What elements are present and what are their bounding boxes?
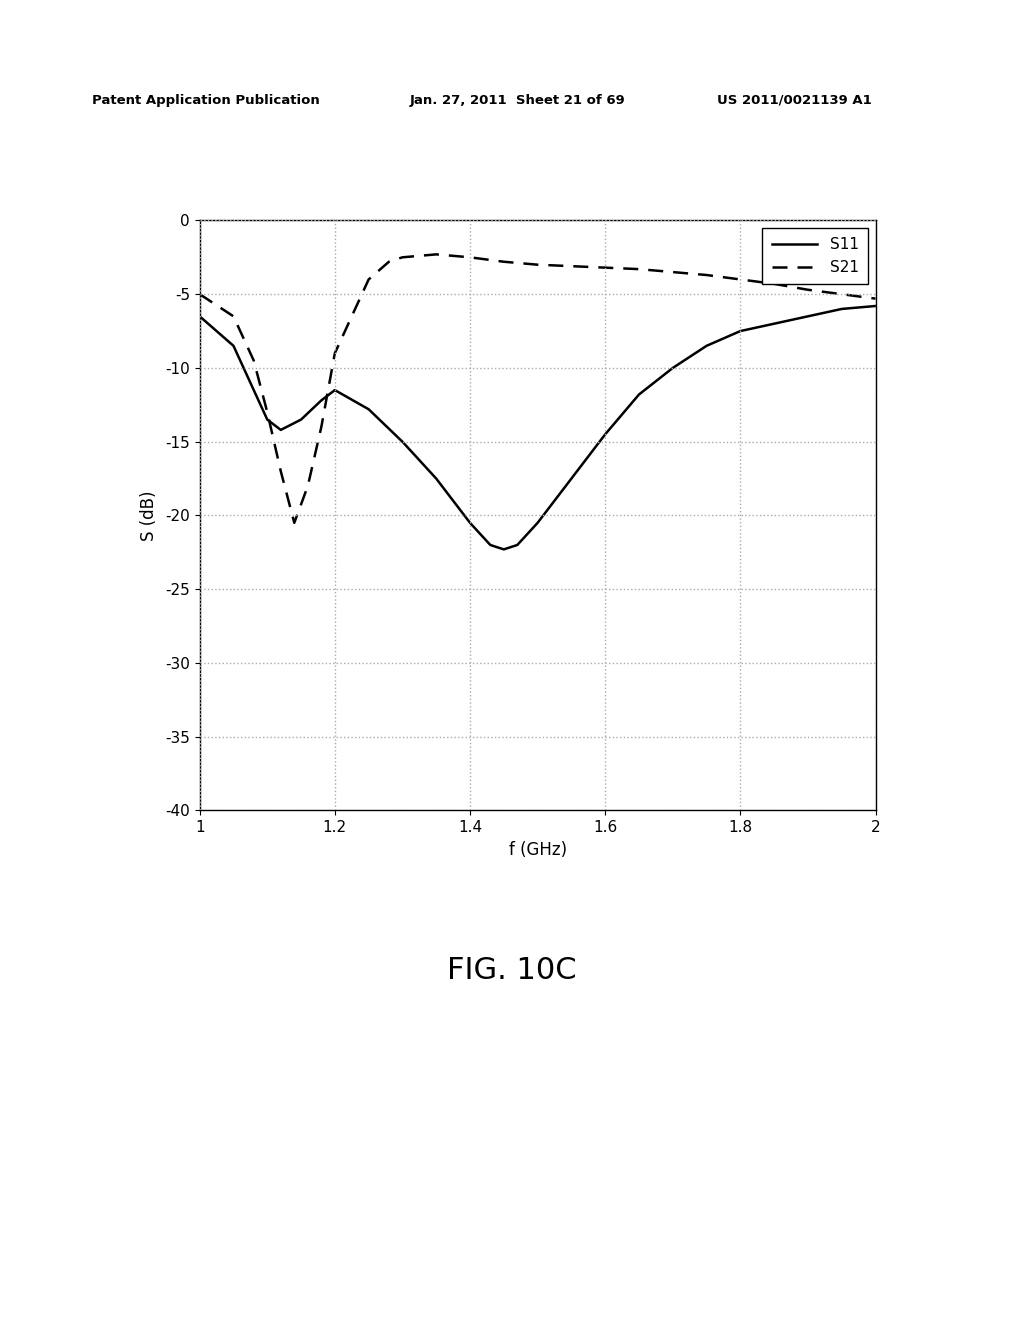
S11 [362, 401, 375, 417]
S11 [484, 537, 497, 553]
S11 [768, 315, 780, 331]
S21 [734, 272, 746, 288]
S11 [633, 387, 645, 403]
S21 [464, 249, 476, 265]
S21 [599, 260, 611, 276]
S11 [802, 309, 814, 325]
S21 [248, 352, 260, 368]
S21 [498, 253, 510, 269]
S21 [667, 264, 679, 280]
S11 [498, 541, 510, 557]
Text: Jan. 27, 2011  Sheet 21 of 69: Jan. 27, 2011 Sheet 21 of 69 [410, 94, 626, 107]
S11 [261, 412, 273, 428]
S21 [315, 418, 328, 434]
S21 [383, 253, 395, 269]
S21 [531, 257, 544, 273]
S11 [700, 338, 713, 354]
S11 [464, 515, 476, 531]
S11 [734, 323, 746, 339]
Line: S21: S21 [200, 255, 876, 523]
S21 [700, 267, 713, 282]
Y-axis label: S (dB): S (dB) [140, 490, 158, 541]
S21 [329, 346, 341, 362]
Line: S11: S11 [200, 306, 876, 549]
S11 [248, 383, 260, 399]
S21 [430, 247, 442, 263]
S11 [599, 426, 611, 442]
Legend: S11, S21: S11, S21 [763, 228, 868, 284]
S11 [565, 471, 578, 487]
S21 [565, 259, 578, 275]
S21 [633, 261, 645, 277]
S11 [869, 298, 882, 314]
S11 [430, 471, 442, 487]
S21 [302, 478, 314, 494]
Text: US 2011/0021139 A1: US 2011/0021139 A1 [717, 94, 871, 107]
S11 [836, 301, 848, 317]
S21 [768, 276, 780, 292]
S11 [396, 434, 409, 450]
S11 [329, 383, 341, 399]
S21 [396, 249, 409, 265]
S21 [869, 290, 882, 306]
S21 [227, 309, 240, 325]
X-axis label: f (GHz): f (GHz) [509, 841, 566, 859]
S21 [194, 286, 206, 302]
S21 [362, 272, 375, 288]
S11 [531, 515, 544, 531]
S11 [667, 360, 679, 376]
S21 [836, 286, 848, 302]
S11 [315, 392, 328, 408]
S11 [227, 338, 240, 354]
Text: FIG. 10C: FIG. 10C [447, 956, 577, 985]
S21 [288, 515, 300, 531]
S11 [274, 422, 287, 438]
S21 [261, 404, 273, 420]
S11 [194, 309, 206, 325]
S11 [511, 537, 523, 553]
S21 [802, 282, 814, 298]
S11 [295, 412, 307, 428]
Text: Patent Application Publication: Patent Application Publication [92, 94, 319, 107]
S21 [274, 463, 287, 479]
